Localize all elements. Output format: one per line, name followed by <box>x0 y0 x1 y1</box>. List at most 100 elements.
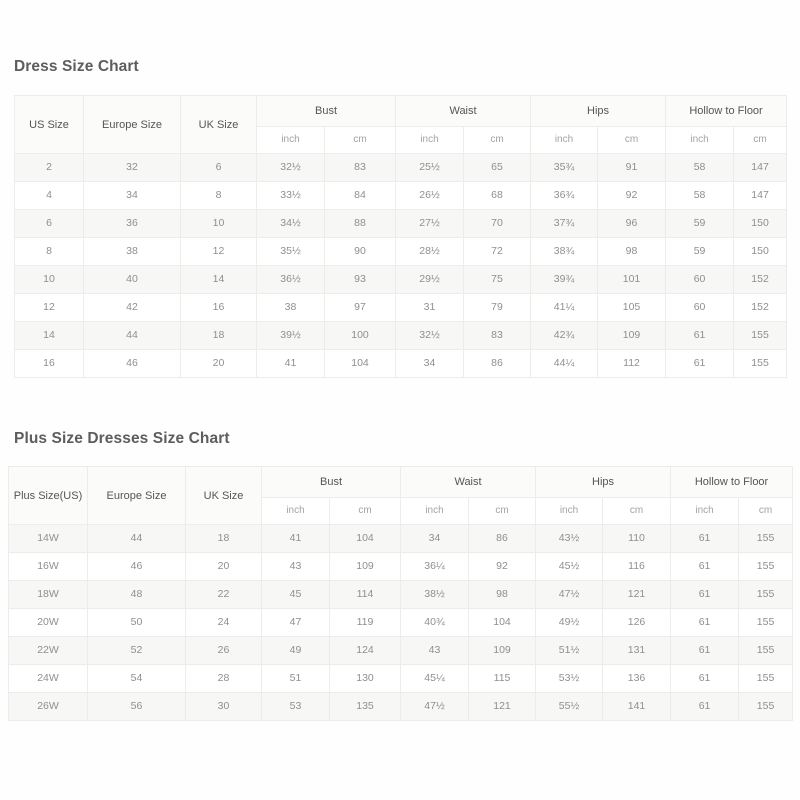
table-row: 2 32 6 32½ 83 25½ 65 35¾ 91 58 147 <box>14 153 788 182</box>
table-cell: 26W <box>8 692 88 721</box>
table-cell: 101 <box>597 265 667 294</box>
table-cell: 6 <box>180 153 257 182</box>
table-cell: 155 <box>733 349 788 378</box>
table-cell: 4 <box>14 181 84 210</box>
col-header-waist: Waist <box>400 466 537 498</box>
table-row: 18W 48 22 45 114 38½ 98 47½ 121 61 155 <box>8 580 794 609</box>
col-header-bust: Bust <box>260 466 402 498</box>
table-row: 20W 50 24 47 119 40¾ 104 49½ 126 61 155 <box>8 608 794 637</box>
table-cell: 38¾ <box>530 237 599 266</box>
table-cell: 33½ <box>256 181 325 210</box>
table-cell: 43 <box>400 636 470 665</box>
table-cell: 152 <box>733 265 788 294</box>
col-header-hollow-to-floor: Hollow to Floor <box>670 466 794 498</box>
table-cell: 130 <box>328 664 402 693</box>
table-cell: 45¼ <box>400 664 470 693</box>
col-header-us-size: US Size <box>14 95 84 154</box>
table-cell: 61 <box>670 692 740 721</box>
table-cell: 98 <box>597 237 667 266</box>
table-cell: 10 <box>14 265 84 294</box>
table-cell: 61 <box>670 580 740 609</box>
table-cell: 121 <box>602 580 672 609</box>
table-cell: 42¾ <box>530 321 599 350</box>
col-header-waist: Waist <box>395 95 532 127</box>
table-row: 16W 46 20 43 109 36¼ 92 45½ 116 61 155 <box>8 552 794 581</box>
table-cell: 75 <box>463 265 532 294</box>
table-cell: 155 <box>738 608 794 637</box>
table-cell: 60 <box>665 293 735 322</box>
table-cell: 47½ <box>535 580 604 609</box>
table-cell: 44¼ <box>530 349 599 378</box>
table-cell: 40 <box>83 265 181 294</box>
unit-hips-inch: inch <box>530 126 599 154</box>
table-cell: 30 <box>185 692 262 721</box>
unit-bust-inch: inch <box>261 497 330 525</box>
table-cell: 29½ <box>395 265 465 294</box>
table-cell: 12 <box>180 237 257 266</box>
table-cell: 14 <box>180 265 257 294</box>
table-cell: 100 <box>323 321 397 350</box>
table-cell: 41¼ <box>530 293 599 322</box>
table-cell: 32½ <box>395 321 465 350</box>
table-cell: 104 <box>328 524 402 553</box>
table-cell: 6 <box>14 209 84 238</box>
table-cell: 150 <box>733 209 788 238</box>
table-cell: 14W <box>8 524 88 553</box>
table-cell: 150 <box>733 237 788 266</box>
table-cell: 10 <box>180 209 257 238</box>
table-row: 24W 54 28 51 130 45¼ 115 53½ 136 61 155 <box>8 664 794 693</box>
table-cell: 37¾ <box>530 209 599 238</box>
table-cell: 36¾ <box>530 181 599 210</box>
col-header-europe-size: Europe Size <box>87 466 186 525</box>
table-cell: 136 <box>602 664 672 693</box>
table-cell: 141 <box>602 692 672 721</box>
table-cell: 16W <box>8 552 88 581</box>
table-cell: 8 <box>180 181 257 210</box>
table-cell: 38 <box>256 293 325 322</box>
table-cell: 26½ <box>395 181 465 210</box>
table-cell: 155 <box>738 580 794 609</box>
table-cell: 44 <box>83 321 181 350</box>
table-cell: 112 <box>597 349 667 378</box>
table-cell: 22 <box>185 580 262 609</box>
table-cell: 114 <box>328 580 402 609</box>
unit-waist-cm: cm <box>463 126 532 154</box>
table-cell: 147 <box>733 153 788 182</box>
table-cell: 54 <box>87 664 186 693</box>
table-cell: 61 <box>670 664 740 693</box>
table-row: 6 36 10 34½ 88 27½ 70 37¾ 96 59 150 <box>14 209 788 238</box>
table-cell: 61 <box>670 608 740 637</box>
table-cell: 36½ <box>256 265 325 294</box>
table-cell: 41 <box>256 349 325 378</box>
table-cell: 32 <box>83 153 181 182</box>
table-cell: 79 <box>463 293 532 322</box>
plus-size-chart-table: Plus Size(US) Europe Size UK Size Bust W… <box>8 466 794 721</box>
table-cell: 96 <box>597 209 667 238</box>
table-row: 22W 52 26 49 124 43 109 51½ 131 61 155 <box>8 636 794 665</box>
table-cell: 47½ <box>400 692 470 721</box>
unit-header-row: inch cm inch cm inch cm inch cm <box>9 497 794 525</box>
table-row: 26W 56 30 53 135 47½ 121 55½ 141 61 155 <box>8 692 794 721</box>
unit-hollow-inch: inch <box>665 126 735 154</box>
table-cell: 47 <box>261 608 330 637</box>
table-cell: 61 <box>665 349 735 378</box>
table-cell: 105 <box>597 293 667 322</box>
table-cell: 121 <box>468 692 537 721</box>
table-cell: 92 <box>597 181 667 210</box>
table-cell: 59 <box>665 237 735 266</box>
table-cell: 34 <box>400 524 470 553</box>
table-row: 14 44 18 39½ 100 32½ 83 42¾ 109 61 155 <box>14 321 788 350</box>
table-cell: 28 <box>185 664 262 693</box>
table-cell: 44 <box>87 524 186 553</box>
table-cell: 97 <box>323 293 397 322</box>
table-row: 10 40 14 36½ 93 29½ 75 39¾ 101 60 152 <box>14 265 788 294</box>
table-cell: 27½ <box>395 209 465 238</box>
table-cell: 60 <box>665 265 735 294</box>
group-header-row: Plus Size(US) Europe Size UK Size Bust W… <box>8 466 794 525</box>
table-cell: 46 <box>83 349 181 378</box>
table-cell: 26 <box>185 636 262 665</box>
table-cell: 43 <box>261 552 330 581</box>
table-cell: 155 <box>733 321 788 350</box>
table-cell: 109 <box>328 552 402 581</box>
dress-size-chart-table: US Size Europe Size UK Size Bust Waist H… <box>14 95 788 378</box>
